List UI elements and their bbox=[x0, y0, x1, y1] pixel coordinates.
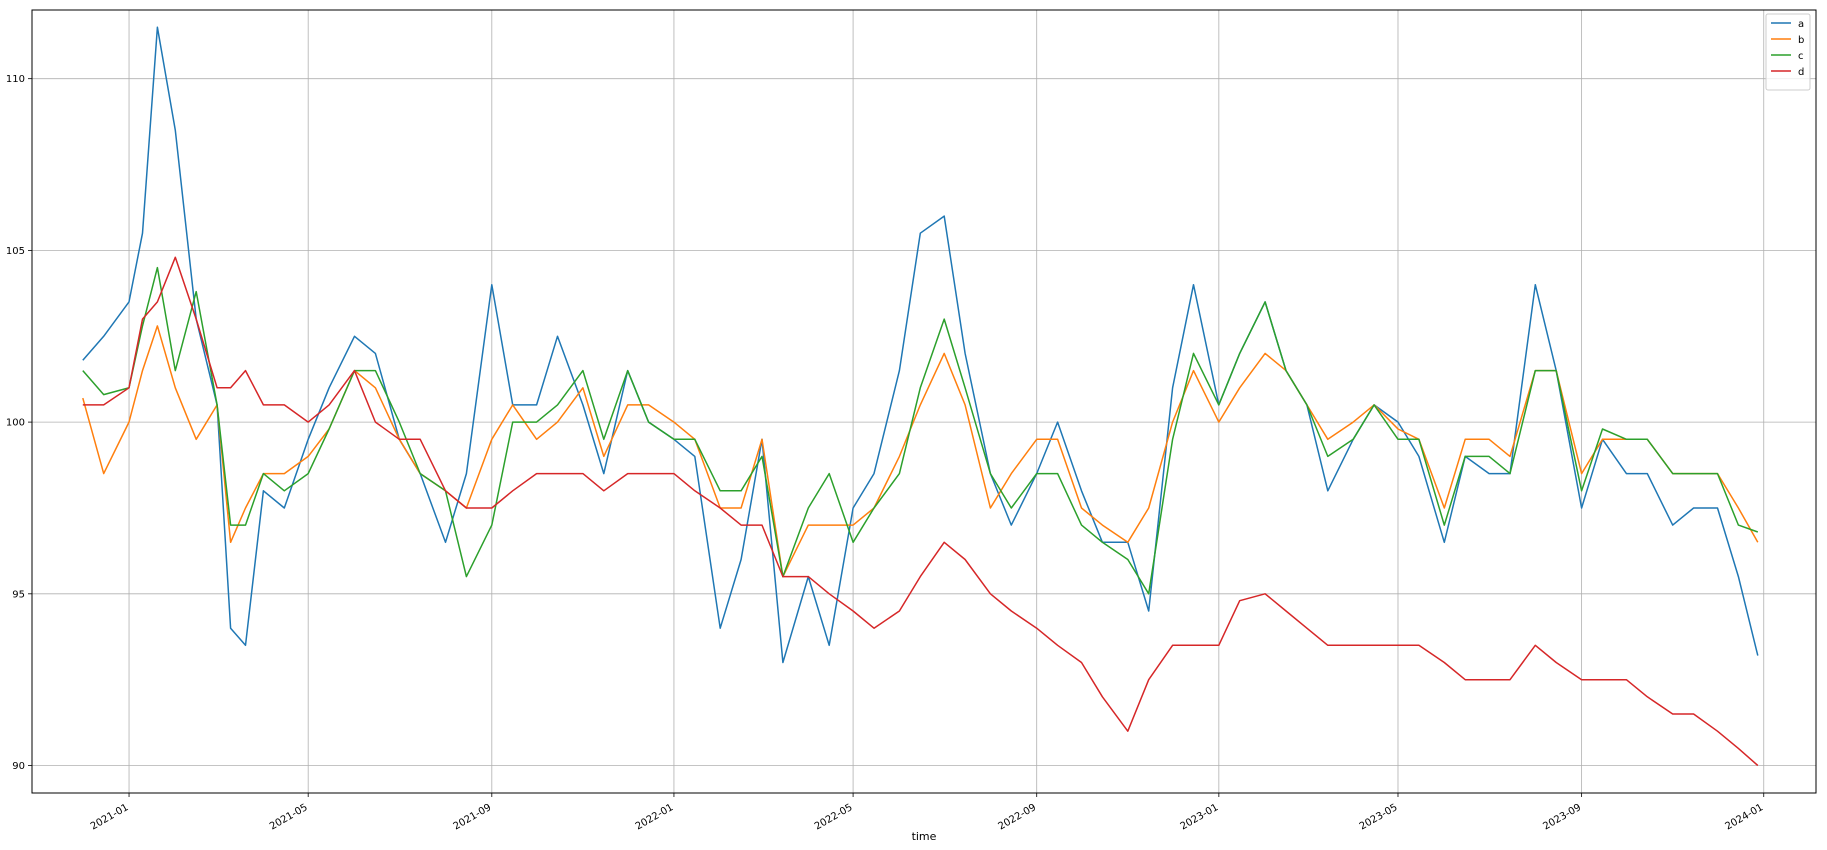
y-tick-label: 90 bbox=[12, 761, 25, 772]
series-lines bbox=[82, 26, 1759, 767]
plot-frame bbox=[31, 9, 1817, 794]
x-axis-label: time bbox=[912, 830, 937, 843]
legend-label-b: b bbox=[1798, 35, 1804, 46]
y-tick-label: 110 bbox=[6, 74, 25, 85]
legend-label-c: c bbox=[1798, 51, 1804, 62]
y-axis-ticks: 90 95 100 105 110 bbox=[6, 74, 32, 772]
series-line-b bbox=[82, 325, 1759, 578]
y-tick-label: 105 bbox=[6, 246, 25, 257]
legend-label-d: d bbox=[1798, 67, 1804, 78]
series-line-a bbox=[82, 26, 1759, 664]
y-tick-label: 100 bbox=[6, 418, 25, 429]
grid-lines bbox=[32, 10, 1816, 793]
series-line-d bbox=[82, 256, 1759, 767]
y-tick-label: 95 bbox=[12, 589, 25, 600]
legend-label-a: a bbox=[1798, 19, 1804, 30]
series-line-c bbox=[82, 266, 1759, 595]
